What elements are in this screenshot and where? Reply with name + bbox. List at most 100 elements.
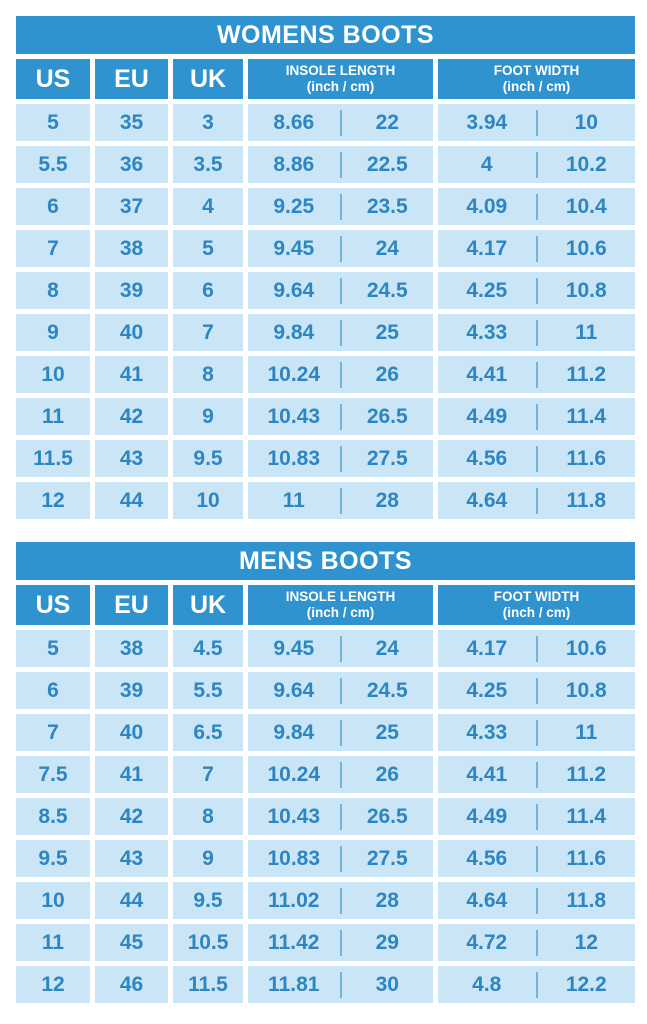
cell-divider	[535, 635, 538, 662]
foot-width-cell: 4.72 12	[438, 924, 635, 961]
insole-length-cell-cm-value: 23.5	[366, 194, 408, 218]
eu-size-cell: 43	[95, 440, 168, 477]
cell-divider	[339, 151, 342, 178]
insole-length-cell-inch-value: 11.42	[268, 930, 320, 954]
cell-divider	[535, 193, 538, 220]
column-header-eu: EU	[95, 585, 168, 625]
foot-width-cell: 4.33 11	[438, 714, 635, 751]
insole-length-cell-inch-value: 10.83	[267, 846, 321, 870]
column-header-units: (inch / cm)	[502, 79, 571, 94]
us-size-cell: 8.5	[16, 798, 90, 835]
foot-width-cell-inch-value: 4.33	[466, 720, 508, 744]
eu-size-cell: 42	[95, 398, 168, 435]
insole-length-cell-cm-value: 24.5	[366, 678, 408, 702]
column-header-title: FOOT WIDTH	[493, 588, 580, 604]
foot-width-cell-inch-value: 4.8	[472, 972, 502, 996]
foot-width-cell: 4.33 11	[438, 314, 635, 351]
foot-width-cell-cm-value: 10.6	[565, 236, 607, 260]
us-size-cell: 5	[16, 630, 90, 667]
foot-width-cell-cm-value: 12.2	[565, 972, 607, 996]
insole-length-cell-inch-value: 11.02	[268, 888, 320, 912]
eu-size-cell: 41	[95, 756, 168, 793]
table-row: 11 45 10.5 11.42 29 4.72 12	[16, 924, 635, 961]
foot-width-cell-cm-value: 11.2	[566, 762, 607, 786]
us-size-cell: 12	[16, 966, 90, 1003]
column-header-foot-width: FOOT WIDTH (inch / cm)	[438, 59, 635, 99]
uk-size-cell: 3.5	[173, 146, 243, 183]
table-header-row: US EU UK INSOLE LENGTH (inch / cm) FOOT …	[16, 59, 635, 99]
foot-width-cell: 4.41 11.2	[438, 756, 635, 793]
uk-size-cell: 9.5	[173, 440, 243, 477]
uk-size-cell: 9	[173, 398, 243, 435]
foot-width-cell-cm-value: 10	[574, 110, 598, 134]
column-header-insole-length: INSOLE LENGTH (inch / cm)	[248, 585, 433, 625]
insole-length-cell-inch-value: 10.24	[267, 762, 321, 786]
insole-length-cell-inch-value: 11	[282, 488, 305, 512]
foot-width-cell-inch-value: 4.72	[466, 930, 508, 954]
insole-length-cell-cm-value: 24	[375, 636, 399, 660]
foot-width-cell-inch-value: 4.25	[466, 678, 508, 702]
cell-divider	[535, 887, 538, 914]
foot-width-cell: 4.49 11.4	[438, 798, 635, 835]
insole-length-cell-cm-value: 26.5	[366, 404, 408, 428]
us-size-cell: 6	[16, 672, 90, 709]
table-row: 11 42 9 10.43 26.5 4.49 11.4	[16, 398, 635, 435]
cell-divider	[535, 319, 538, 346]
foot-width-cell: 4.09 10.4	[438, 188, 635, 225]
insole-length-cell: 8.86 22.5	[248, 146, 433, 183]
table-row: 5 35 3 8.66 22 3.94 10	[16, 104, 635, 141]
insole-length-cell-inch-value: 9.45	[273, 236, 315, 260]
insole-length-cell-inch-value: 10.83	[267, 446, 321, 470]
cell-divider	[535, 109, 538, 136]
cell-divider	[339, 635, 342, 662]
cell-divider	[535, 277, 538, 304]
cell-divider	[339, 319, 342, 346]
uk-size-cell: 4	[173, 188, 243, 225]
insole-length-cell-inch-value: 9.84	[273, 720, 315, 744]
insole-length-cell: 9.64 24.5	[248, 672, 433, 709]
cell-divider	[339, 487, 342, 514]
cell-divider	[535, 761, 538, 788]
table-row: 10 41 8 10.24 26 4.41 11.2	[16, 356, 635, 393]
cell-divider	[339, 445, 342, 472]
insole-length-cell: 11.42 29	[248, 924, 433, 961]
cell-divider	[535, 845, 538, 872]
uk-size-cell: 7	[173, 314, 243, 351]
eu-size-cell: 44	[95, 882, 168, 919]
insole-length-cell-inch-value: 9.25	[273, 194, 315, 218]
foot-width-cell-cm-value: 12	[574, 930, 598, 954]
insole-length-cell: 9.64 24.5	[248, 272, 433, 309]
foot-width-cell-cm-value: 10.2	[565, 152, 607, 176]
eu-size-cell: 41	[95, 356, 168, 393]
table-row: 7 40 6.5 9.84 25 4.33 11	[16, 714, 635, 751]
eu-size-cell: 37	[95, 188, 168, 225]
insole-length-cell-cm-value: 22.5	[366, 152, 408, 176]
table-row: 11.5 43 9.5 10.83 27.5 4.56 11.6	[16, 440, 635, 477]
us-size-cell: 10	[16, 356, 90, 393]
column-header-units: (inch / cm)	[306, 79, 375, 94]
table-body: 5 38 4.5 9.45 24 4.17 10.6 6 39 5.5 9.64 24.5 4.25 10…	[16, 630, 635, 1003]
table-row: 12 44 10 11 28 4.64 11.8	[16, 482, 635, 519]
eu-size-cell: 44	[95, 482, 168, 519]
foot-width-cell: 4.41 11.2	[438, 356, 635, 393]
insole-length-cell-inch-value: 9.84	[273, 320, 315, 344]
table-row: 5.5 36 3.5 8.86 22.5 4 10.2	[16, 146, 635, 183]
us-size-cell: 11	[16, 398, 90, 435]
foot-width-cell: 3.94 10	[438, 104, 635, 141]
uk-size-cell: 3	[173, 104, 243, 141]
uk-size-cell: 11.5	[173, 966, 243, 1003]
cell-divider	[535, 803, 538, 830]
eu-size-cell: 42	[95, 798, 168, 835]
uk-size-cell: 9	[173, 840, 243, 877]
foot-width-cell-inch-value: 3.94	[466, 110, 508, 134]
foot-width-cell-inch-value: 4.17	[466, 236, 508, 260]
insole-length-cell-cm-value: 26.5	[366, 804, 408, 828]
column-header-eu: EU	[95, 59, 168, 99]
foot-width-cell-inch-value: 4.64	[466, 888, 508, 912]
womens-boots-table: WOMENS BOOTS US EU UK INSOLE LENGTH (inc…	[16, 16, 635, 519]
cell-divider	[339, 277, 342, 304]
insole-length-cell: 10.24 26	[248, 356, 433, 393]
foot-width-cell-cm-value: 11.8	[566, 488, 607, 512]
column-header-uk: UK	[173, 585, 243, 625]
uk-size-cell: 7	[173, 756, 243, 793]
